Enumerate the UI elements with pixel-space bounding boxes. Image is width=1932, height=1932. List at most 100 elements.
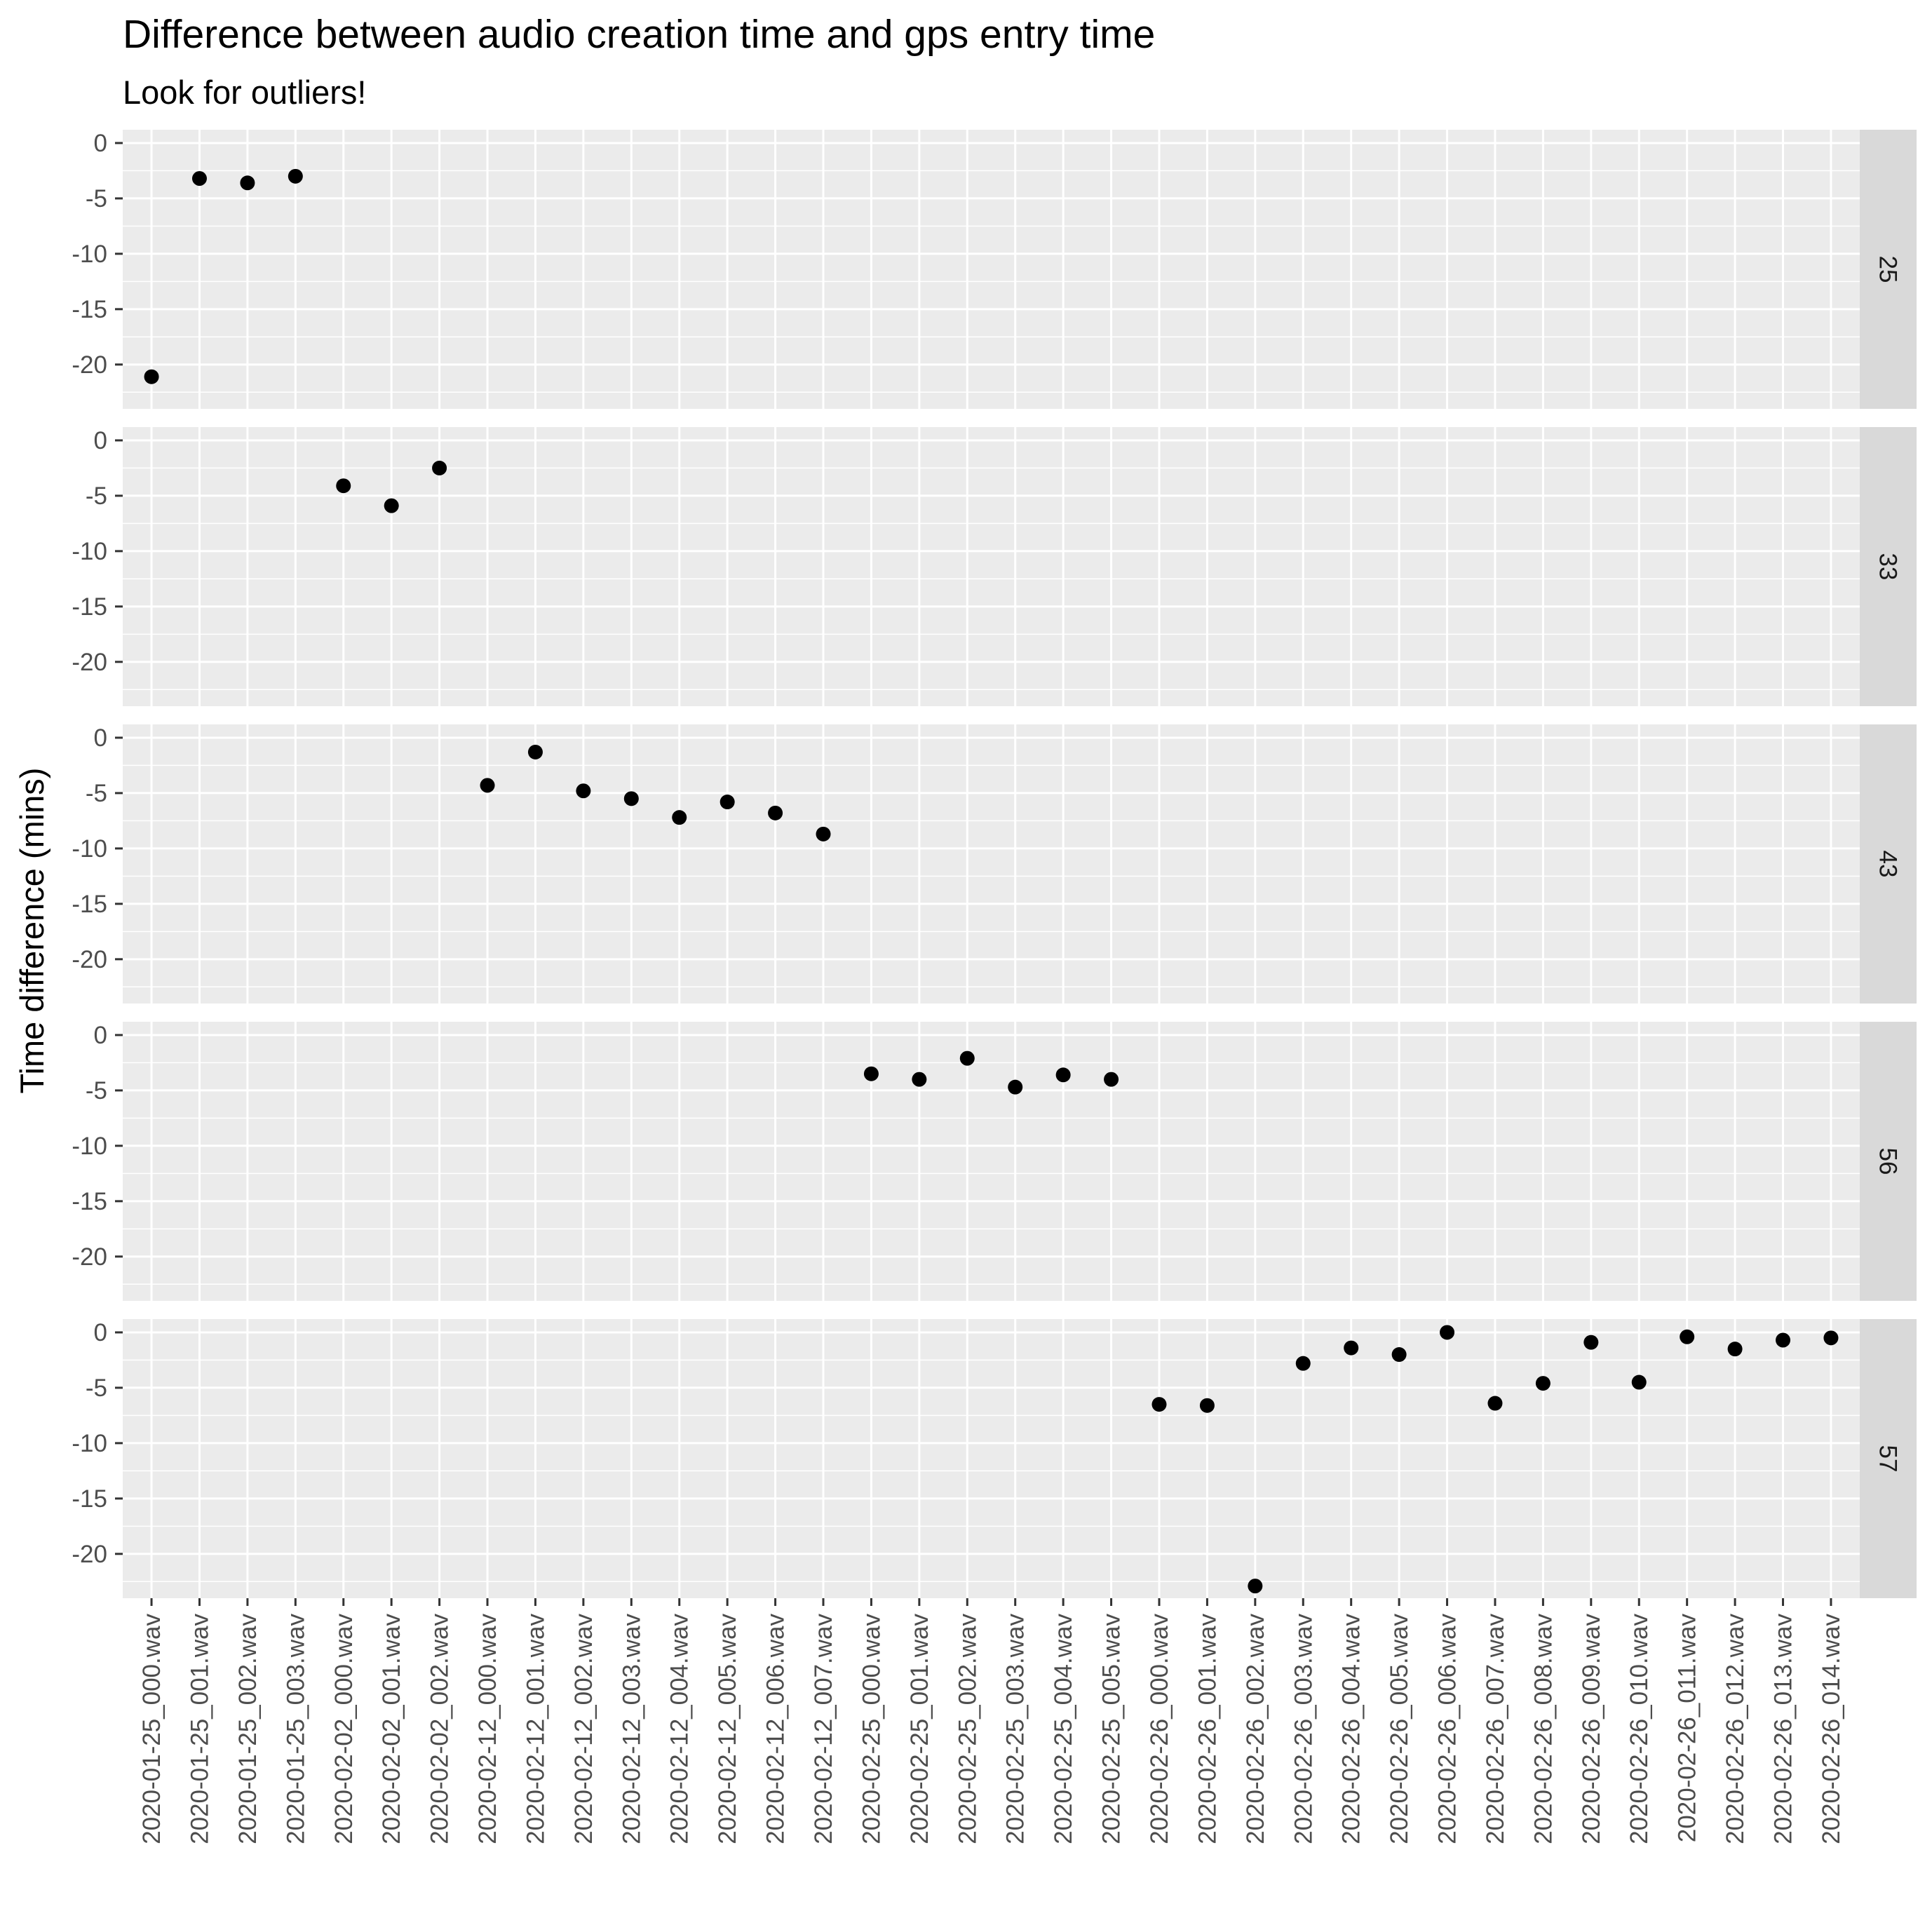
data-point bbox=[1344, 1340, 1359, 1356]
y-tick-label: -20 bbox=[72, 351, 107, 379]
x-tick-label: 2020-01-25_003.wav bbox=[282, 1614, 309, 1844]
data-point bbox=[1823, 1330, 1839, 1346]
y-tick-label: -20 bbox=[72, 1243, 107, 1271]
facet-strip bbox=[1860, 724, 1917, 1004]
y-tick-label: -15 bbox=[72, 593, 107, 621]
data-point bbox=[1151, 1397, 1167, 1412]
x-tick-label: 2020-02-25_004.wav bbox=[1050, 1614, 1077, 1844]
data-point bbox=[623, 791, 639, 806]
x-tick-label: 2020-02-26_013.wav bbox=[1770, 1614, 1797, 1844]
x-tick-label: 2020-02-12_003.wav bbox=[618, 1614, 645, 1844]
y-tick-label: -5 bbox=[86, 1374, 107, 1402]
y-tick-label: -20 bbox=[72, 1541, 107, 1568]
data-point bbox=[144, 369, 159, 384]
x-tick-label: 2020-02-12_005.wav bbox=[714, 1614, 741, 1844]
x-tick-label: 2020-02-25_002.wav bbox=[954, 1614, 981, 1844]
panel-background bbox=[123, 1319, 1860, 1598]
y-tick-label: 0 bbox=[94, 724, 107, 752]
y-tick-label: -5 bbox=[86, 780, 107, 807]
x-tick-label: 2020-02-26_009.wav bbox=[1578, 1614, 1605, 1844]
y-tick-label: 0 bbox=[94, 1319, 107, 1346]
y-tick-label: -10 bbox=[72, 1430, 107, 1457]
facet-strip bbox=[1860, 427, 1917, 706]
y-tick-label: 0 bbox=[94, 1022, 107, 1049]
x-tick-label: 2020-02-25_000.wav bbox=[858, 1614, 885, 1844]
facet-strip bbox=[1860, 1319, 1917, 1598]
facet-panels: 0 -5 -10 -15 -20 25 0 -5 -10 -15 -20 33 0 -5 -10 -15 -20… bbox=[72, 130, 1917, 1598]
x-tick-label: 2020-02-12_004.wav bbox=[666, 1614, 694, 1844]
facet-strip-label: 25 bbox=[1874, 256, 1902, 283]
x-tick-label: 2020-01-25_002.wav bbox=[234, 1614, 262, 1844]
y-axis-label: Time difference (mins) bbox=[13, 768, 50, 1094]
y-tick-label: -20 bbox=[72, 649, 107, 676]
x-tick-label: 2020-02-12_001.wav bbox=[522, 1614, 549, 1844]
y-tick-label: 0 bbox=[94, 427, 107, 454]
y-tick-label: -15 bbox=[72, 1485, 107, 1513]
facet-panel-33: 0 -5 -10 -15 -20 33 bbox=[72, 427, 1917, 706]
x-tick-label: 2020-01-25_000.wav bbox=[138, 1614, 165, 1844]
y-tick-label: -15 bbox=[72, 891, 107, 918]
y-tick-label: -10 bbox=[72, 241, 107, 268]
x-tick-label: 2020-02-12_002.wav bbox=[570, 1614, 597, 1844]
data-point bbox=[720, 795, 735, 810]
data-point bbox=[959, 1051, 975, 1066]
data-point bbox=[1199, 1398, 1215, 1413]
x-tick-label: 2020-02-26_005.wav bbox=[1386, 1614, 1413, 1844]
facet-panel-57: 0 -5 -10 -15 -20 57 bbox=[72, 1319, 1917, 1598]
data-point bbox=[527, 744, 543, 759]
x-tick-label: 2020-02-12_006.wav bbox=[762, 1614, 790, 1844]
x-tick-label: 2020-02-26_000.wav bbox=[1146, 1614, 1173, 1844]
facet-strip-label: 57 bbox=[1874, 1445, 1902, 1473]
facet-strip bbox=[1860, 130, 1917, 409]
y-tick-label: 0 bbox=[94, 130, 107, 157]
facet-strip-label: 56 bbox=[1874, 1148, 1902, 1175]
x-tick-label: 2020-02-25_005.wav bbox=[1098, 1614, 1126, 1844]
data-point bbox=[336, 478, 351, 494]
x-tick-label: 2020-02-26_010.wav bbox=[1626, 1614, 1653, 1844]
data-point bbox=[672, 810, 687, 825]
data-point bbox=[1535, 1376, 1551, 1391]
x-tick-label: 2020-02-26_012.wav bbox=[1722, 1614, 1749, 1844]
data-point bbox=[432, 460, 447, 475]
y-tick-label: -5 bbox=[86, 482, 107, 510]
x-tick-label: 2020-02-26_003.wav bbox=[1290, 1614, 1317, 1844]
x-tick-label: 2020-02-26_007.wav bbox=[1482, 1614, 1509, 1844]
x-tick-label: 2020-02-02_000.wav bbox=[330, 1614, 358, 1844]
y-tick-label: -15 bbox=[72, 296, 107, 323]
chart-title: Difference between audio creation time a… bbox=[123, 12, 1155, 57]
panel-background bbox=[123, 130, 1860, 409]
data-point bbox=[1008, 1079, 1023, 1095]
y-tick-label: -5 bbox=[86, 1077, 107, 1105]
data-point bbox=[1680, 1329, 1695, 1344]
facet-panel-56: 0 -5 -10 -15 -20 56 bbox=[72, 1022, 1917, 1301]
x-tick-label: 2020-02-02_002.wav bbox=[426, 1614, 454, 1844]
x-tick-label: 2020-02-12_000.wav bbox=[474, 1614, 501, 1844]
data-point bbox=[1727, 1342, 1743, 1357]
x-tick-label: 2020-02-26_002.wav bbox=[1242, 1614, 1269, 1844]
data-point bbox=[1776, 1332, 1791, 1348]
data-point bbox=[768, 805, 783, 820]
x-tick-label: 2020-02-26_006.wav bbox=[1434, 1614, 1461, 1844]
x-tick-label: 2020-02-26_001.wav bbox=[1194, 1614, 1221, 1844]
panel-background bbox=[123, 427, 1860, 706]
chart-subtitle: Look for outliers! bbox=[123, 74, 366, 111]
data-point bbox=[576, 783, 591, 799]
panel-background bbox=[123, 724, 1860, 1004]
x-tick-label: 2020-02-26_004.wav bbox=[1338, 1614, 1365, 1844]
data-point bbox=[863, 1066, 879, 1081]
x-axis: 2020-01-25_000.wav 2020-01-25_001.wav 2020… bbox=[138, 1598, 1845, 1844]
data-point bbox=[1248, 1579, 1263, 1594]
data-point bbox=[1295, 1356, 1311, 1371]
x-tick-label: 2020-01-25_001.wav bbox=[186, 1614, 213, 1844]
y-tick-label: -10 bbox=[72, 835, 107, 863]
y-tick-label: -10 bbox=[72, 538, 107, 565]
data-point bbox=[191, 170, 207, 186]
data-point bbox=[1104, 1072, 1119, 1087]
data-point bbox=[480, 778, 495, 793]
data-point bbox=[1440, 1325, 1455, 1340]
facet-panel-43: 0 -5 -10 -15 -20 43 bbox=[72, 724, 1917, 1004]
facet-strip-label: 33 bbox=[1874, 553, 1902, 581]
facet-strip bbox=[1860, 1022, 1917, 1301]
y-tick-label: -5 bbox=[86, 185, 107, 212]
data-point bbox=[816, 826, 831, 842]
